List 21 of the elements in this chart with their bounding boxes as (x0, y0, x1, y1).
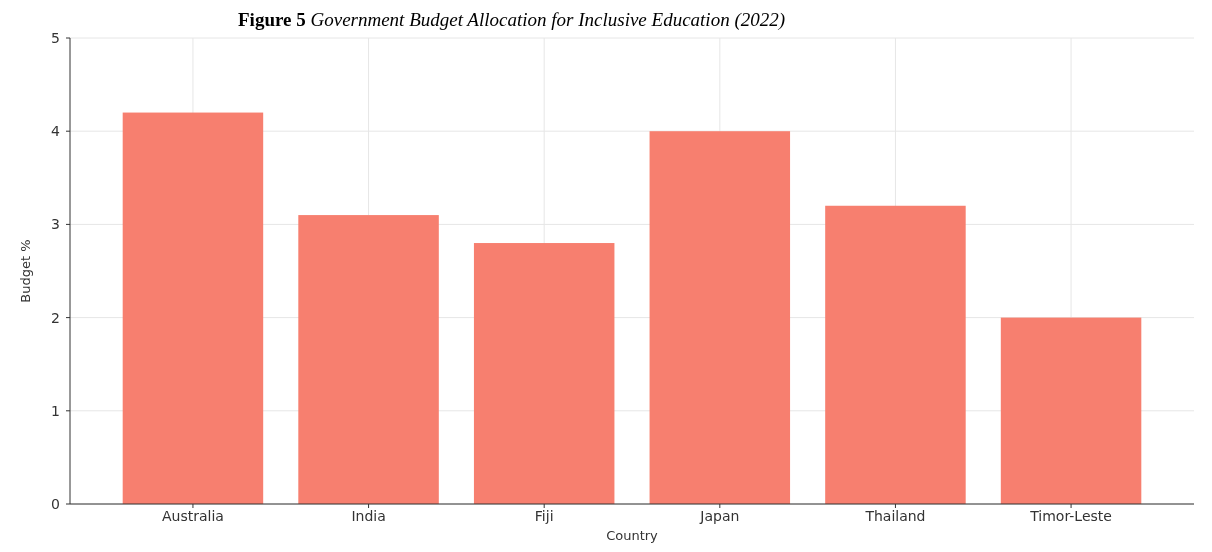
y-axis-title: Budget % (18, 239, 33, 303)
bar (1000, 317, 1142, 504)
bar (122, 112, 264, 504)
bar (825, 205, 966, 504)
y-tick-label: 0 (51, 495, 60, 512)
x-tick-label: Thailand (864, 508, 926, 524)
bar (473, 243, 615, 504)
y-tick-label: 4 (51, 123, 61, 140)
y-tick-label: 5 (51, 29, 60, 46)
x-tick-label: India (351, 508, 386, 524)
x-tick-label: Australia (161, 508, 224, 524)
y-tick-label: 2 (51, 309, 60, 326)
x-tick-label: Fiji (534, 508, 554, 524)
x-tick-label: Timor-Leste (1029, 508, 1112, 524)
chart-title: Figure 5 Government Budget Allocation for Inclusive Education (2022) (238, 9, 786, 31)
y-tick-label: 3 (51, 216, 60, 233)
x-tick-label: Japan (699, 508, 740, 524)
y-tick-label: 1 (51, 402, 60, 419)
bar (298, 215, 439, 504)
x-axis-title: Country (606, 528, 659, 543)
bar (649, 131, 791, 504)
